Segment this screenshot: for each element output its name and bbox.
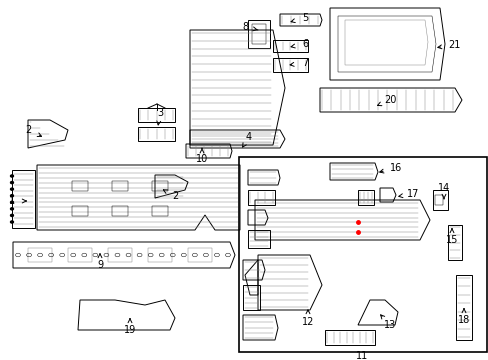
Text: 4: 4 (245, 132, 251, 142)
Text: 1: 1 (9, 196, 15, 206)
Bar (152, 206, 168, 216)
Bar (72, 181, 88, 191)
Circle shape (11, 188, 14, 190)
Circle shape (11, 201, 14, 203)
Circle shape (11, 214, 14, 216)
Circle shape (11, 195, 14, 197)
Text: 16: 16 (389, 163, 401, 173)
Circle shape (11, 175, 14, 177)
Circle shape (11, 221, 14, 223)
Text: 13: 13 (383, 320, 395, 330)
Circle shape (11, 208, 14, 210)
Bar (72, 206, 88, 216)
Text: 14: 14 (437, 183, 449, 193)
Text: 9: 9 (97, 260, 103, 270)
Bar (112, 206, 128, 216)
Text: 6: 6 (301, 39, 307, 49)
Bar (239, 157, 486, 352)
Circle shape (11, 181, 14, 184)
Text: 15: 15 (445, 235, 457, 245)
Text: 8: 8 (242, 22, 247, 32)
Text: 5: 5 (301, 13, 307, 23)
Text: 17: 17 (406, 189, 418, 199)
Text: 2: 2 (171, 191, 178, 201)
Text: 10: 10 (196, 154, 208, 164)
Text: 2: 2 (25, 125, 31, 135)
Text: 12: 12 (301, 317, 314, 327)
Text: 3: 3 (157, 108, 163, 118)
Text: 18: 18 (457, 315, 469, 325)
Text: 11: 11 (355, 351, 367, 360)
Bar (112, 181, 128, 191)
Text: 19: 19 (123, 325, 136, 335)
Text: 21: 21 (447, 40, 459, 50)
Text: 7: 7 (301, 58, 307, 68)
Text: 20: 20 (383, 95, 395, 105)
Bar (152, 181, 168, 191)
